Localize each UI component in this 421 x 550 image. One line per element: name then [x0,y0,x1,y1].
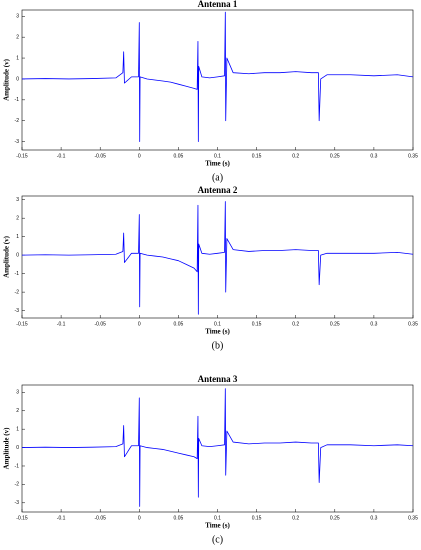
x-axis-label: Time (s) [205,160,230,168]
x-tick-label: -0.1 [57,321,66,327]
x-tick-label: 0.25 [330,153,340,159]
x-tick-label: -0.1 [57,153,66,159]
y-tick-label: 3 [16,197,19,203]
x-tick-label: 0.25 [330,321,340,327]
y-tick-label: 3 [16,14,19,20]
y-tick-label: -3 [15,139,20,145]
y-tick-label: -1 [15,463,20,469]
x-tick-label: 0.35 [408,153,418,159]
plot-frame [21,9,414,151]
x-tick-label: 0.2 [292,321,299,327]
y-tick-label: -1 [15,97,20,103]
x-tick-label: 0.1 [214,321,221,327]
y-tick-label: 0 [16,445,19,451]
y-tick-label: -3 [15,500,20,506]
x-tick-label: 0.3 [370,321,377,327]
y-tick-label: 2 [16,216,19,222]
x-tick-label: -0.15 [16,515,28,521]
y-tick-label: 3 [16,390,19,396]
x-axis-label: Time (s) [205,522,230,530]
y-tick-label: 0 [16,76,19,82]
x-tick-label: 0.3 [370,153,377,159]
x-tick-label: 0 [138,515,141,521]
x-tick-label: 0.05 [174,321,184,327]
x-tick-label: 0.05 [174,153,184,159]
x-tick-label: 0.15 [252,153,262,159]
y-tick-label: 1 [16,234,19,240]
x-tick-label: 0.35 [408,515,418,521]
x-tick-label: 0.2 [292,153,299,159]
y-tick-label: -3 [15,308,20,314]
y-tick-label: 2 [16,34,19,40]
x-tick-label: 0.15 [252,321,262,327]
caption: (b) [212,340,224,351]
y-tick-label: -2 [15,289,20,295]
caption: (c) [212,534,223,545]
x-tick-label: -0.1 [57,515,66,521]
x-tick-label: -0.05 [94,321,106,327]
y-tick-label: 0 [16,252,19,258]
signal-line [21,11,414,143]
x-axis-label: Time (s) [205,328,230,336]
signal-line [21,201,414,315]
x-tick-label: 0.35 [408,321,418,327]
x-tick-label: 0.05 [174,515,184,521]
plot-frame [21,195,414,319]
chart-title: Antenna 2 [198,185,238,195]
chart-title: Antenna 1 [198,0,238,9]
y-tick-label: -2 [15,118,20,124]
x-tick-label: -0.05 [94,515,106,521]
x-tick-label: 0.25 [330,515,340,521]
x-tick-label: 0.3 [370,515,377,521]
x-tick-label: 0.1 [214,153,221,159]
y-axis-label: Amplitude (v) [3,427,11,469]
x-tick-label: 0.2 [292,515,299,521]
y-tick-label: 2 [16,408,19,414]
x-tick-label: -0.15 [16,153,28,159]
plot-frame [21,384,414,513]
x-tick-label: -0.05 [94,153,106,159]
y-tick-label: -1 [15,271,20,277]
y-axis-label: Amplitude (v) [3,235,11,277]
x-tick-label: 0 [138,321,141,327]
x-tick-label: -0.15 [16,321,28,327]
y-axis-label: Amplitude (v) [3,58,11,100]
x-tick-label: 0.1 [214,515,221,521]
y-tick-label: 1 [16,427,19,433]
caption: (a) [212,172,223,183]
chart-title: Antenna 3 [198,374,238,384]
y-tick-label: -2 [15,482,20,488]
x-tick-label: 0.15 [252,515,262,521]
y-tick-label: 1 [16,55,19,61]
signal-line [21,388,414,507]
x-tick-label: 0 [138,153,141,159]
